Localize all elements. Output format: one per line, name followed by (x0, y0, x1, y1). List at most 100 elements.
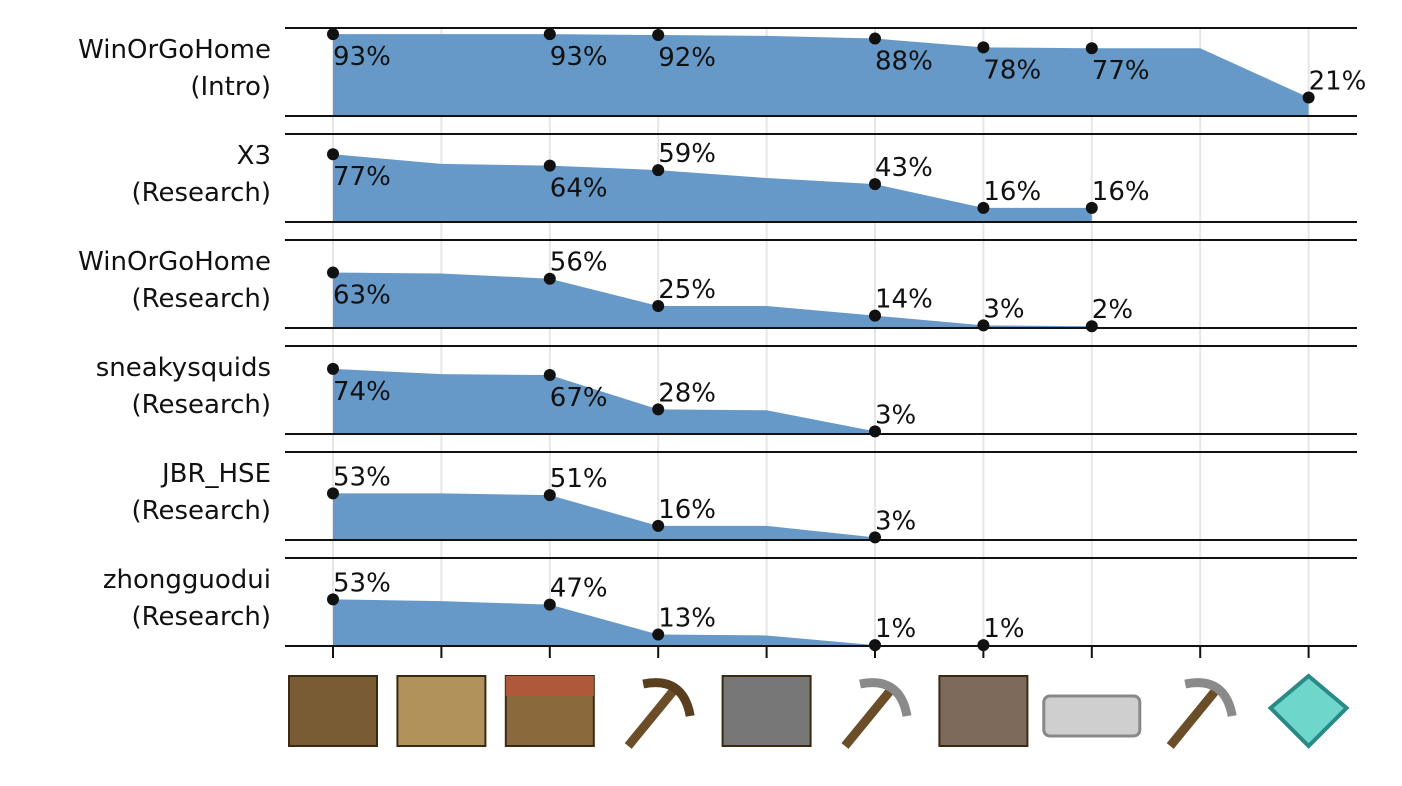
data-label: 14% (875, 285, 933, 315)
data-point (869, 425, 881, 438)
data-point (327, 28, 339, 41)
data-point (652, 403, 665, 416)
row-title: WinOrGoHome (Research) (78, 247, 271, 314)
data-label: 77% (333, 162, 391, 192)
data-point (652, 519, 665, 532)
data-label: 59% (658, 139, 716, 169)
data-point (1085, 42, 1098, 55)
data-label: 53% (333, 462, 391, 492)
area (333, 493, 875, 540)
data-point (652, 628, 665, 641)
area (333, 368, 875, 434)
data-label: 93% (550, 42, 608, 72)
area (333, 34, 1309, 116)
data-label: 92% (658, 43, 716, 73)
data-point (652, 300, 665, 312)
item-icon (1042, 694, 1142, 738)
data-point (869, 309, 881, 322)
data-label: 64% (550, 174, 608, 204)
icon-gem (1267, 673, 1350, 749)
data-label: 51% (550, 464, 608, 494)
data-point (869, 32, 881, 45)
data-label: 16% (983, 177, 1041, 207)
data-point (869, 639, 881, 652)
icon-block (721, 675, 812, 747)
data-point (543, 598, 556, 611)
icon-block (938, 675, 1029, 747)
data-point (869, 178, 881, 191)
icon-top (505, 676, 594, 696)
data-point (977, 201, 990, 214)
data-point (977, 41, 990, 54)
row-title: WinOrGoHome (Intro) (78, 35, 271, 102)
data-point (977, 639, 990, 652)
data-point (327, 487, 339, 500)
icon-head (642, 678, 695, 717)
data-label: 3% (875, 400, 916, 430)
item-icon (721, 675, 812, 747)
data-label: 88% (875, 47, 933, 77)
item-icon (288, 675, 378, 747)
item-icon (1267, 673, 1350, 749)
area (333, 272, 1092, 328)
data-point (543, 272, 556, 285)
row-title: sneakysquids (Research) (95, 353, 271, 420)
icon-ingot (1042, 694, 1142, 738)
icon-handle (841, 688, 894, 749)
item-icon (624, 678, 695, 749)
row-title: X3 (Research) (131, 141, 271, 208)
data-label: 63% (333, 281, 391, 311)
data-label: 67% (550, 383, 608, 413)
item-icon (1166, 678, 1237, 749)
data-label: 28% (658, 378, 716, 408)
item-icon (841, 678, 912, 749)
icon-block (288, 675, 378, 747)
row-title: JBR_HSE (Research) (131, 459, 271, 526)
icon-head (1184, 678, 1237, 717)
data-label: 77% (1092, 56, 1150, 86)
icon-head (859, 678, 912, 717)
area (333, 599, 984, 646)
data-point (543, 489, 556, 502)
item-icon (938, 675, 1029, 747)
data-label: 1% (983, 614, 1024, 644)
data-point (327, 593, 339, 606)
data-label: 16% (1092, 177, 1150, 207)
data-label: 25% (658, 275, 716, 305)
data-label: 93% (333, 42, 391, 72)
data-label: 16% (658, 495, 716, 525)
data-label: 43% (875, 153, 933, 183)
data-label: 74% (333, 377, 391, 407)
data-label: 78% (983, 55, 1041, 85)
data-point (869, 531, 881, 544)
data-label: 3% (875, 506, 916, 536)
data-label: 47% (550, 574, 608, 604)
data-label: 1% (875, 614, 916, 644)
data-point (652, 164, 665, 177)
data-point (1085, 320, 1098, 333)
data-label: 21% (1309, 67, 1367, 97)
data-label: 2% (1092, 295, 1133, 325)
data-label: 13% (658, 604, 716, 634)
icon-handle (624, 688, 677, 749)
data-point (1302, 91, 1315, 104)
data-point (652, 29, 665, 42)
data-point (977, 319, 990, 332)
data-label: 53% (333, 568, 391, 598)
data-point (327, 266, 339, 279)
area (333, 154, 1092, 222)
item-icon (504, 675, 595, 747)
item-icon (396, 675, 487, 747)
data-point (327, 362, 339, 375)
data-label: 3% (983, 294, 1024, 324)
icon-handle (1166, 688, 1219, 749)
data-point (543, 28, 556, 41)
row-title: zhongguodui (Research) (102, 565, 271, 632)
icon-block (396, 675, 487, 747)
data-point (543, 369, 556, 382)
data-label: 56% (550, 248, 608, 278)
data-point (543, 159, 556, 172)
data-point (327, 148, 339, 161)
